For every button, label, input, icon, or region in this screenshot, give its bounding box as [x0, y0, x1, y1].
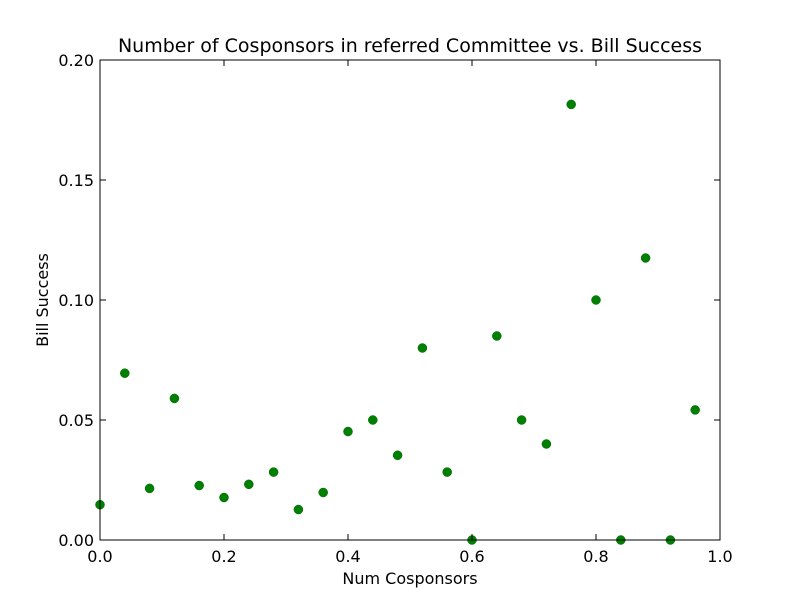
- x-tick-label: 0.4: [335, 547, 360, 566]
- y-tick-label: 0.10: [58, 291, 94, 310]
- y-axis-label: Bill Success: [33, 253, 52, 347]
- plot-frame: [99, 59, 721, 541]
- data-point: [690, 405, 700, 415]
- data-point: [392, 450, 403, 461]
- x-tick-label: 1.0: [707, 547, 732, 566]
- plot-area: [95, 99, 700, 545]
- data-point: [492, 331, 502, 341]
- data-point: [417, 343, 428, 353]
- y-tick-label: 0.00: [58, 531, 94, 550]
- data-point: [169, 393, 180, 404]
- y-tick-label: 0.05: [58, 411, 94, 430]
- data-point: [368, 415, 378, 425]
- y-tick-label: 0.20: [58, 51, 94, 70]
- data-point: [293, 504, 304, 515]
- data-point: [268, 467, 279, 477]
- data-point: [640, 253, 651, 263]
- x-axis-label: Num Cosponsors: [342, 569, 477, 588]
- x-tick-label: 0.2: [211, 547, 236, 566]
- data-point: [591, 295, 601, 305]
- axis-ticks: 0.0 0.2 0.4 0.6 0.8 1.0 0.00 0.05 0.10 0.15 0.20: [58, 51, 732, 566]
- data-point: [541, 439, 552, 449]
- data-point: [442, 467, 452, 477]
- x-tick-label: 0.8: [583, 547, 608, 566]
- data-point: [120, 368, 130, 378]
- x-tick-label: 0.0: [87, 547, 112, 566]
- data-point: [144, 483, 155, 494]
- x-tick-label: 0.6: [459, 547, 484, 566]
- data-point: [566, 99, 576, 110]
- data-point: [244, 479, 254, 490]
- data-point: [343, 426, 353, 437]
- data-point: [318, 487, 328, 498]
- chart-title: Number of Cosponsors in referred Committ…: [118, 35, 702, 57]
- data-point: [219, 492, 229, 503]
- data-point: [516, 415, 527, 425]
- data-point: [194, 480, 204, 491]
- y-tick-label: 0.15: [58, 171, 94, 190]
